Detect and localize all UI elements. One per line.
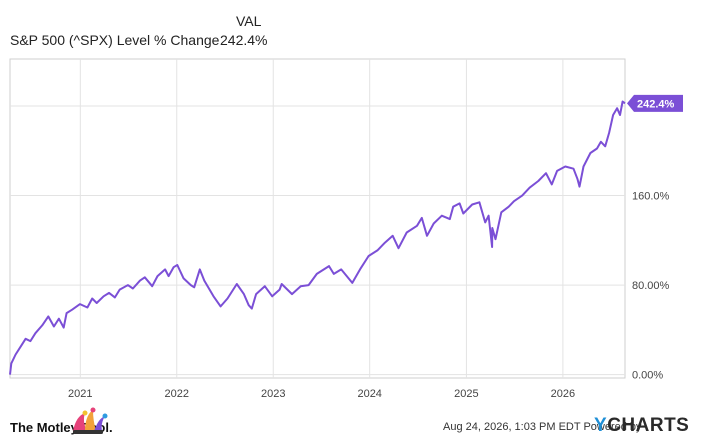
series-layer: 242.4% — [9, 94, 683, 375]
end-value-text: 242.4% — [637, 98, 675, 110]
legend-series-name: S&P 500 (^SPX) Level % Change — [10, 32, 220, 48]
x-tick-label: 2025 — [454, 388, 478, 400]
x-tick-label: 2022 — [165, 388, 189, 400]
ycharts-logo-rest: CHARTS — [607, 415, 690, 436]
x-tick-label: 2024 — [357, 388, 381, 400]
y-tick-label: 0.00% — [632, 370, 663, 382]
x-tick-label: 2021 — [68, 388, 92, 400]
y-tick-label: 80.00% — [632, 280, 670, 292]
end-value-label: 242.4% — [627, 94, 683, 112]
legend-series-value: 242.4% — [220, 32, 268, 48]
ycharts-logo[interactable]: YCHARTS — [594, 415, 689, 437]
gridlines — [10, 59, 625, 378]
x-tick-label: 2026 — [551, 388, 575, 400]
series-line — [9, 100, 626, 375]
legend-header: VAL — [236, 13, 262, 29]
end-value-flag — [627, 94, 683, 112]
y-axis-ticks: 0.00% 80.00% 160.0% — [632, 191, 670, 382]
jester-hat-logo-icon — [73, 407, 108, 434]
plot-frame — [9, 58, 626, 379]
x-tick-label: 2023 — [261, 388, 285, 400]
ycharts-logo-y: Y — [594, 415, 608, 436]
y-tick-label: 160.0% — [632, 191, 670, 203]
powered-by-credit: Aug 24, 2026, 1:03 PM EDT Powered by — [443, 421, 642, 433]
x-axis-ticks: 2021 2022 2023 2024 2025 2026 — [68, 388, 575, 400]
